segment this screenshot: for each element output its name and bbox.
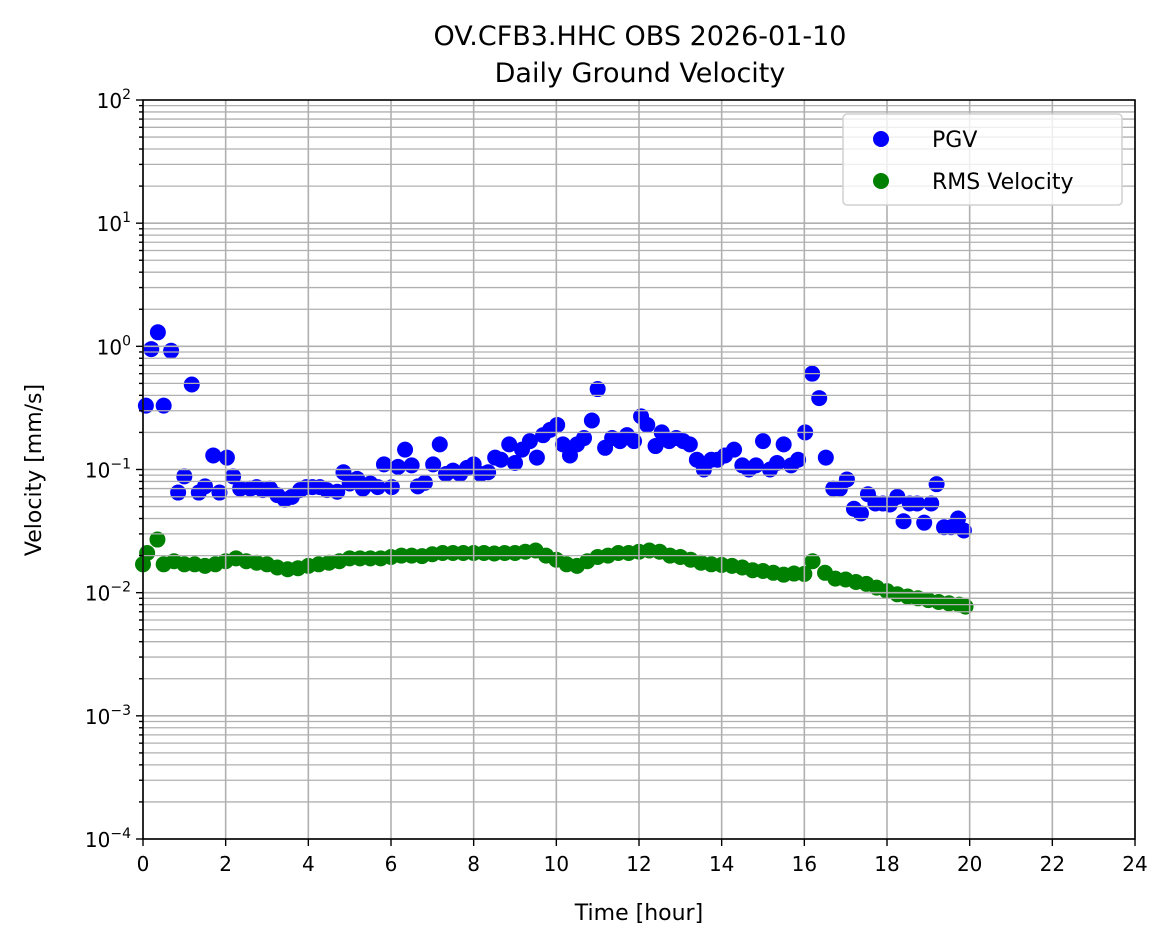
pgv-point (205, 447, 222, 464)
legend-label-pgv: PGV (932, 128, 977, 153)
x-axis-label: Time [hour] (574, 901, 703, 926)
pgv-point (647, 438, 664, 455)
pgv-point (403, 457, 420, 474)
rms-point (139, 544, 156, 561)
pgv-point (909, 495, 926, 512)
pgv-point (817, 449, 834, 466)
y-tick-label: 10−1 (85, 457, 131, 483)
pgv-point (149, 324, 166, 341)
x-tick-label: 14 (709, 852, 734, 876)
pgv-point (747, 457, 764, 474)
pgv-point (589, 381, 606, 398)
pgv-point (137, 397, 154, 414)
pgv-point (197, 478, 213, 495)
y-tick-label: 102 (97, 87, 131, 113)
chart-title-line2: Daily Ground Velocity (495, 58, 786, 89)
rms-point (804, 553, 821, 570)
y-tick-label: 10−2 (85, 580, 131, 606)
x-tick-label: 20 (957, 852, 982, 876)
pgv-point (176, 468, 193, 485)
y-tick-label: 100 (97, 333, 131, 359)
x-tick-label: 4 (302, 852, 315, 876)
pgv-point (549, 416, 566, 433)
pgv-point (397, 441, 414, 458)
y-tick-label: 10−3 (85, 703, 131, 729)
pgv-point (583, 412, 600, 429)
pgv-point (507, 454, 523, 471)
pgv-point (375, 456, 392, 473)
pgv-point (838, 471, 855, 488)
pgv-point (425, 456, 442, 473)
pgv-point (329, 483, 346, 500)
pgv-point (183, 376, 200, 393)
pgv-point (218, 449, 235, 466)
pgv-point (225, 468, 242, 485)
pgv-point (416, 474, 433, 491)
x-tick-label: 18 (874, 852, 899, 876)
pgv-point (923, 495, 940, 512)
y-tick-label: 101 (97, 210, 131, 236)
pgv-point (769, 454, 786, 471)
pgv-point (143, 341, 160, 358)
pgv-point (626, 433, 643, 450)
pgv-point (639, 416, 656, 433)
pgv-point (726, 441, 743, 458)
x-tick-label: 12 (626, 852, 651, 876)
legend-label-rms: RMS Velocity (932, 170, 1074, 195)
pgv-point (916, 514, 933, 531)
pgv-point (390, 458, 407, 475)
pgv-point (170, 484, 187, 501)
pgv-point (852, 505, 869, 522)
x-tick-label: 0 (137, 852, 150, 876)
chart-title-line1: OV.CFB3.HHC OBS 2026-01-10 (434, 21, 847, 52)
pgv-point (775, 436, 792, 453)
x-tick-label: 24 (1122, 852, 1147, 876)
legend-marker-pgv (873, 131, 889, 147)
x-tick-label: 2 (219, 852, 232, 876)
pgv-point (369, 479, 386, 496)
pgv-point (492, 451, 509, 468)
pgv-point (811, 390, 828, 407)
pgv-point (155, 397, 172, 414)
pgv-point (163, 342, 180, 359)
legend-box (842, 113, 1123, 206)
pgv-point (928, 476, 945, 493)
rms-point (149, 531, 166, 548)
pgv-point (521, 433, 538, 450)
x-tick-label: 10 (544, 852, 569, 876)
pgv-point (383, 479, 400, 496)
pgv-point (681, 436, 698, 453)
y-axis-label: Velocity [mm/s] (22, 384, 47, 556)
pgv-point (755, 433, 771, 450)
legend: PGV RMS Velocity (842, 113, 1123, 206)
x-tick-label: 6 (385, 852, 398, 876)
pgv-point (431, 436, 448, 453)
pgv-point (576, 430, 593, 447)
legend-marker-rms (873, 173, 889, 189)
pgv-point (528, 449, 545, 466)
x-tick-label: 8 (467, 852, 480, 876)
pgv-point (790, 451, 807, 468)
x-tick-label: 16 (792, 852, 817, 876)
y-tick-label: 10−4 (85, 826, 131, 852)
pgv-point (480, 464, 497, 481)
pgv-point (895, 513, 912, 530)
x-tick-label: 22 (1040, 852, 1065, 876)
pgv-point (501, 436, 518, 453)
